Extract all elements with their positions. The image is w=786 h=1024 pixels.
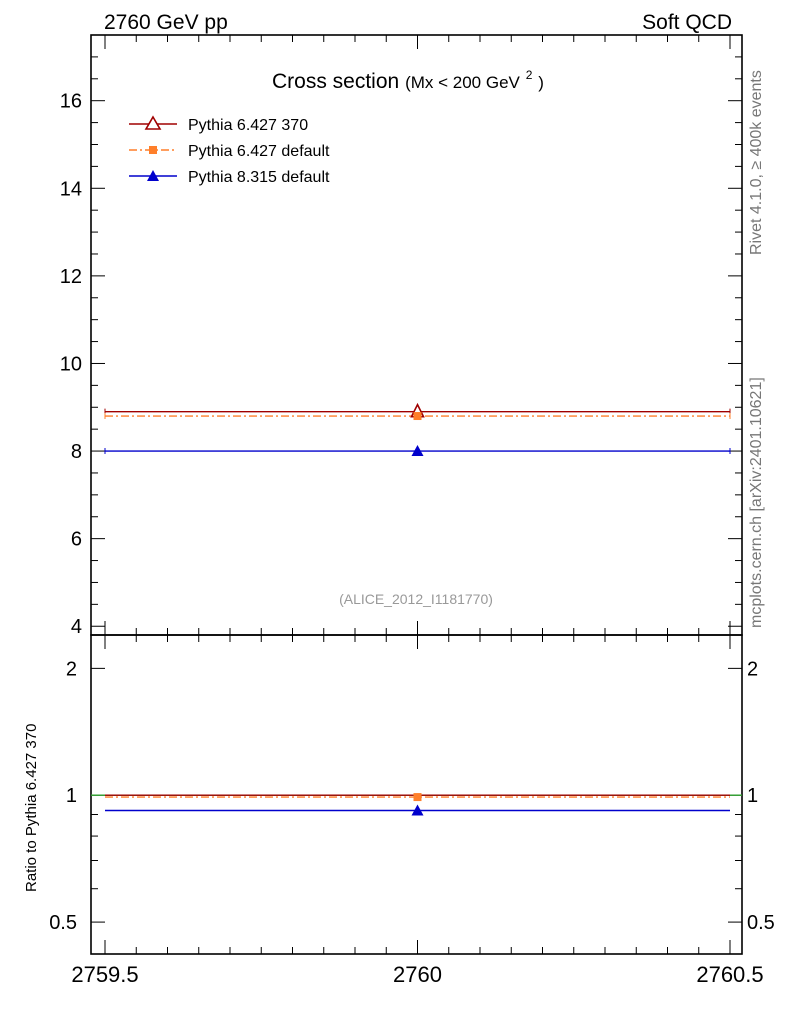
main-ticks: 4 6 8 10 12 14 16 — [60, 34, 742, 638]
ratio-ylabel: Ratio to Pythia 6.427 370 — [23, 724, 40, 892]
x-tick-label: 2760 — [393, 962, 442, 987]
legend-item-pythia6-default: Pythia 6.427 default — [129, 143, 330, 160]
y-tick-label: 8 — [71, 441, 82, 463]
legend-marker-square — [149, 146, 157, 154]
header-right-label: Soft QCD — [642, 11, 732, 34]
ratio-y-tick-label-right: 1 — [747, 785, 758, 807]
ratio-data-point-marker — [411, 804, 424, 816]
legend-item-pythia8-default: Pythia 8.315 default — [129, 169, 330, 186]
legend-marker-open-triangle — [144, 115, 162, 130]
chart-title-main: Cross section — [272, 70, 399, 93]
header-left-label: 2760 GeV pp — [104, 11, 228, 34]
ratio-panel: 0.5 0.5 1 1 2 2 — [49, 634, 775, 955]
ratio-data-point-marker — [413, 793, 422, 802]
ratio-y-tick-label-left: 1 — [66, 785, 77, 807]
legend-label: Pythia 8.315 default — [188, 169, 330, 186]
chart-title-sup: 2 — [526, 68, 533, 82]
ratio-y-tick-label-left: 0.5 — [49, 912, 77, 934]
legend: Pythia 6.427 370 Pythia 6.427 default Py… — [129, 115, 330, 186]
y-tick-label: 12 — [60, 266, 82, 288]
y-tick-label: 16 — [60, 91, 82, 113]
x-tick-label: 2759.5 — [71, 962, 138, 987]
legend-item-pythia6-370: Pythia 6.427 370 — [129, 115, 308, 134]
ratio-y-tick-label-left: 2 — [66, 658, 77, 680]
y-tick-label: 6 — [71, 529, 82, 551]
data-point-marker — [411, 445, 424, 457]
chart-title: Cross section (Mx < 200 GeV 2 ) — [272, 61, 544, 93]
ratio-y-tick-label-right: 2 — [747, 658, 758, 680]
main-series — [104, 402, 731, 457]
y-tick-label: 10 — [60, 353, 82, 375]
x-tick-labels: 2759.5 2760 2760.5 — [71, 962, 763, 987]
mcplots-label: mcplots.cern.ch [arXiv:2401.10621] — [748, 377, 765, 628]
legend-marker-filled-triangle — [147, 170, 159, 181]
ratio-frame — [90, 634, 743, 955]
chart-title-sub: (Mx < 200 GeV — [405, 73, 520, 92]
main-panel: 4 6 8 10 12 14 16 Cross section (Mx < 200 GeV … — [60, 34, 743, 638]
x-tick-label: 2760.5 — [696, 962, 763, 987]
legend-label: Pythia 6.427 default — [188, 143, 330, 160]
chart-title-close: ) — [538, 73, 544, 92]
ratio-series — [91, 793, 742, 816]
y-tick-label: 14 — [60, 178, 82, 200]
y-tick-label: 4 — [71, 616, 82, 638]
legend-label: Pythia 6.427 370 — [188, 117, 308, 134]
data-point-marker — [413, 412, 422, 421]
ratio-ticks: 0.5 0.5 1 1 2 2 — [49, 635, 775, 954]
ratio-y-tick-label-right: 0.5 — [747, 912, 775, 934]
rivet-version-label: Rivet 4.1.0, ≥ 400k events — [748, 70, 765, 255]
analysis-watermark: (ALICE_2012_I1181770) — [339, 591, 493, 607]
